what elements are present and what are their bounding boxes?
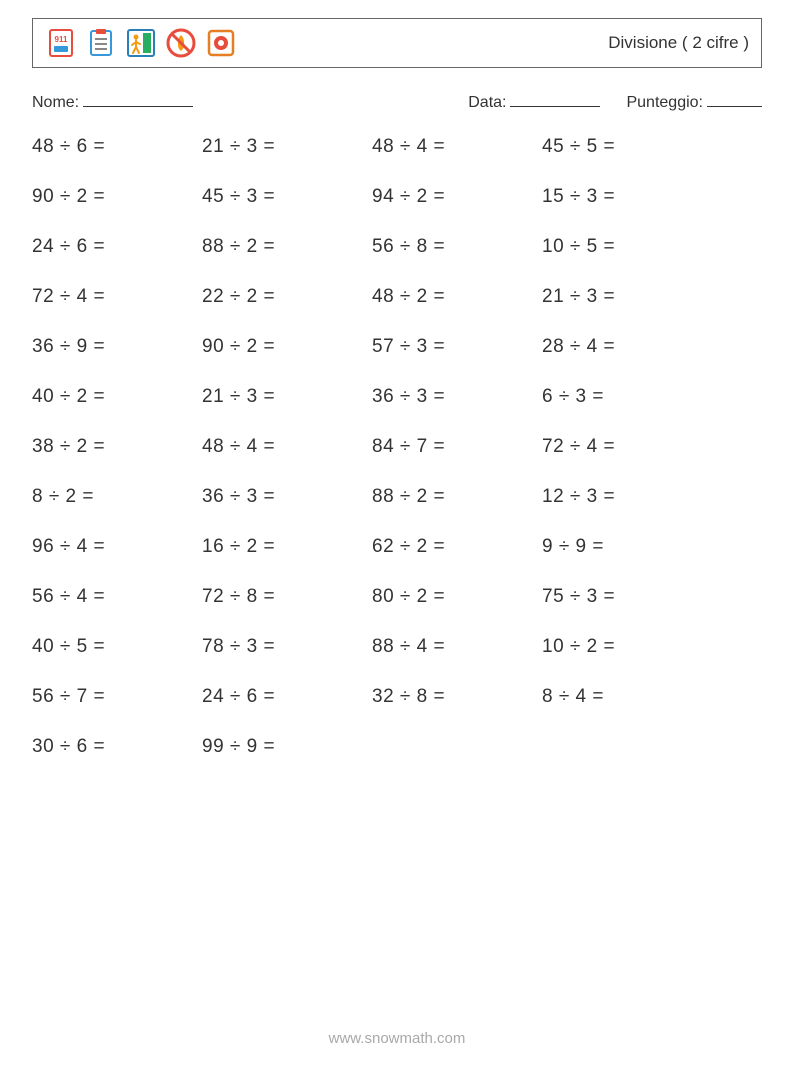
problem-row: 72 ÷ 4 =22 ÷ 2 =48 ÷ 2 =21 ÷ 3 =	[32, 286, 762, 308]
problem-row: 24 ÷ 6 =88 ÷ 2 =56 ÷ 8 =10 ÷ 5 =	[32, 236, 762, 258]
problem-cell: 48 ÷ 6 =	[32, 136, 202, 158]
problem-cell: 62 ÷ 2 =	[372, 536, 542, 558]
problem-cell: 48 ÷ 2 =	[372, 286, 542, 308]
problem-cell: 12 ÷ 3 =	[542, 486, 712, 508]
problem-cell: 22 ÷ 2 =	[202, 286, 372, 308]
meta-row: Nome: Data: Punteggio:	[32, 90, 762, 112]
problem-cell: 8 ÷ 4 =	[542, 686, 712, 708]
worksheet-title: Divisione ( 2 cifre )	[608, 33, 749, 53]
exit-person-icon	[125, 27, 157, 59]
clipboard-icon	[85, 27, 117, 59]
problem-row: 56 ÷ 7 =24 ÷ 6 =32 ÷ 8 =8 ÷ 4 =	[32, 686, 762, 708]
problems-grid: 48 ÷ 6 =21 ÷ 3 =48 ÷ 4 =45 ÷ 5 =90 ÷ 2 =…	[32, 136, 762, 758]
problem-cell: 10 ÷ 5 =	[542, 236, 712, 258]
problem-cell: 10 ÷ 2 =	[542, 636, 712, 658]
no-fire-icon	[165, 27, 197, 59]
emergency-911-icon: 911	[45, 27, 77, 59]
problem-cell: 48 ÷ 4 =	[202, 436, 372, 458]
problem-cell: 90 ÷ 2 =	[202, 336, 372, 358]
problem-cell: 84 ÷ 7 =	[372, 436, 542, 458]
problem-row: 40 ÷ 2 =21 ÷ 3 =36 ÷ 3 =6 ÷ 3 =	[32, 386, 762, 408]
problem-cell: 88 ÷ 4 =	[372, 636, 542, 658]
date-score-group: Data: Punteggio:	[468, 90, 762, 112]
problem-cell: 40 ÷ 5 =	[32, 636, 202, 658]
problem-cell: 36 ÷ 9 =	[32, 336, 202, 358]
svg-text:911: 911	[55, 35, 68, 44]
problem-cell: 24 ÷ 6 =	[202, 686, 372, 708]
problem-cell: 56 ÷ 4 =	[32, 586, 202, 608]
problem-cell: 99 ÷ 9 =	[202, 736, 372, 758]
score-label: Punteggio:	[626, 94, 703, 112]
problem-cell: 8 ÷ 2 =	[32, 486, 202, 508]
icon-row: 911	[45, 27, 237, 59]
problem-cell: 56 ÷ 8 =	[372, 236, 542, 258]
problem-cell: 21 ÷ 3 =	[202, 386, 372, 408]
problem-cell: 72 ÷ 8 =	[202, 586, 372, 608]
alarm-button-icon	[205, 27, 237, 59]
problem-row: 90 ÷ 2 =45 ÷ 3 =94 ÷ 2 =15 ÷ 3 =	[32, 186, 762, 208]
name-label: Nome:	[32, 94, 79, 112]
problem-cell: 88 ÷ 2 =	[202, 236, 372, 258]
problem-cell: 72 ÷ 4 =	[32, 286, 202, 308]
problem-cell: 6 ÷ 3 =	[542, 386, 712, 408]
problem-cell: 40 ÷ 2 =	[32, 386, 202, 408]
problem-cell: 56 ÷ 7 =	[32, 686, 202, 708]
score-underline	[707, 90, 762, 107]
problem-cell: 24 ÷ 6 =	[32, 236, 202, 258]
problem-cell: 21 ÷ 3 =	[202, 136, 372, 158]
problem-cell: 28 ÷ 4 =	[542, 336, 712, 358]
problem-cell: 21 ÷ 3 =	[542, 286, 712, 308]
problem-cell: 36 ÷ 3 =	[202, 486, 372, 508]
problem-cell: 48 ÷ 4 =	[372, 136, 542, 158]
problem-row: 8 ÷ 2 =36 ÷ 3 =88 ÷ 2 =12 ÷ 3 =	[32, 486, 762, 508]
problem-cell: 16 ÷ 2 =	[202, 536, 372, 558]
problem-cell: 96 ÷ 4 =	[32, 536, 202, 558]
name-underline	[83, 90, 193, 107]
problem-row: 96 ÷ 4 =16 ÷ 2 =62 ÷ 2 =9 ÷ 9 =	[32, 536, 762, 558]
problem-cell: 9 ÷ 9 =	[542, 536, 712, 558]
problem-cell: 78 ÷ 3 =	[202, 636, 372, 658]
date-label: Data:	[468, 94, 506, 112]
worksheet-page: 911 Divisione ( 2 cifre ) Nome: Data: Pu…	[0, 18, 794, 1071]
problem-cell: 72 ÷ 4 =	[542, 436, 712, 458]
problem-cell: 80 ÷ 2 =	[372, 586, 542, 608]
problem-cell: 75 ÷ 3 =	[542, 586, 712, 608]
problem-cell: 36 ÷ 3 =	[372, 386, 542, 408]
problem-cell: 38 ÷ 2 =	[32, 436, 202, 458]
footer-watermark: www.snowmath.com	[0, 1030, 794, 1047]
problem-cell: 45 ÷ 3 =	[202, 186, 372, 208]
date-underline	[510, 90, 600, 107]
problem-cell: 30 ÷ 6 =	[32, 736, 202, 758]
problem-cell: 15 ÷ 3 =	[542, 186, 712, 208]
problem-cell: 45 ÷ 5 =	[542, 136, 712, 158]
problem-row: 38 ÷ 2 =48 ÷ 4 =84 ÷ 7 =72 ÷ 4 =	[32, 436, 762, 458]
problem-cell: 32 ÷ 8 =	[372, 686, 542, 708]
problem-cell: 57 ÷ 3 =	[372, 336, 542, 358]
problem-row: 30 ÷ 6 =99 ÷ 9 =	[32, 736, 762, 758]
header-box: 911 Divisione ( 2 cifre )	[32, 18, 762, 68]
problem-cell: 94 ÷ 2 =	[372, 186, 542, 208]
problem-row: 36 ÷ 9 =90 ÷ 2 =57 ÷ 3 =28 ÷ 4 =	[32, 336, 762, 358]
name-field: Nome:	[32, 90, 193, 112]
problem-cell: 88 ÷ 2 =	[372, 486, 542, 508]
problem-row: 56 ÷ 4 =72 ÷ 8 =80 ÷ 2 =75 ÷ 3 =	[32, 586, 762, 608]
problem-row: 48 ÷ 6 =21 ÷ 3 =48 ÷ 4 =45 ÷ 5 =	[32, 136, 762, 158]
problem-row: 40 ÷ 5 =78 ÷ 3 =88 ÷ 4 =10 ÷ 2 =	[32, 636, 762, 658]
problem-cell: 90 ÷ 2 =	[32, 186, 202, 208]
